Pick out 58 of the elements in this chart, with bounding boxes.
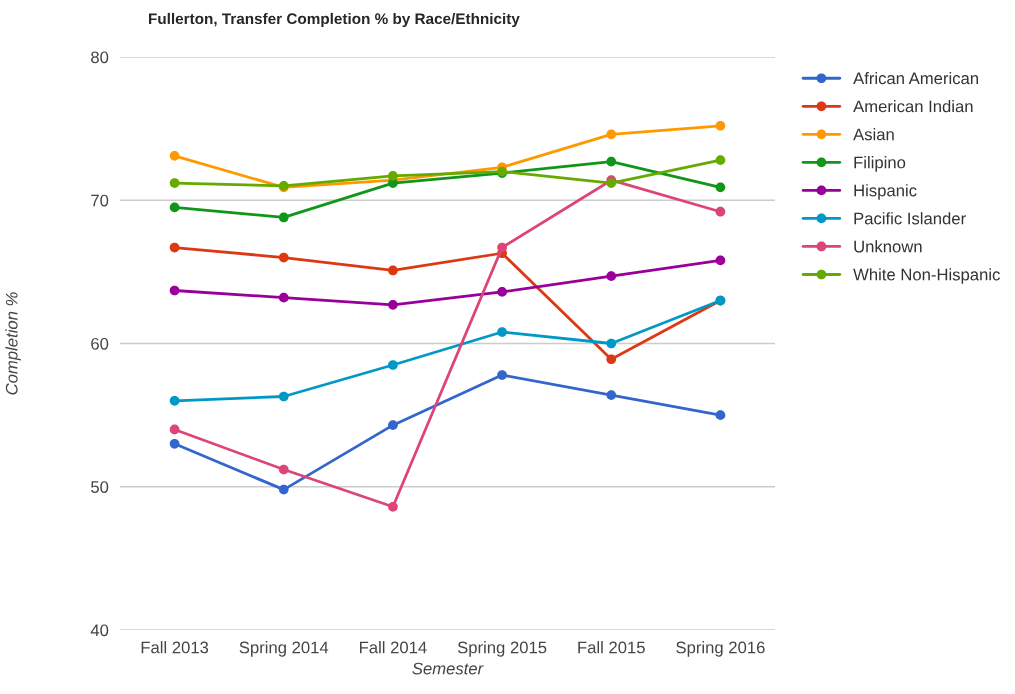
y-tick-label: 40 — [90, 624, 109, 637]
point — [169, 424, 180, 435]
legend-label: Asian — [853, 128, 894, 141]
point — [169, 285, 180, 296]
point — [388, 420, 398, 431]
point — [278, 292, 289, 303]
legend-label: White Non-Hispanic — [853, 268, 1000, 284]
point — [715, 120, 726, 131]
point — [278, 484, 289, 495]
x-tick-label: Fall 2014 — [360, 641, 427, 654]
point — [388, 501, 398, 512]
point — [169, 150, 180, 161]
point — [497, 287, 507, 297]
point — [388, 360, 398, 370]
y-tick-label: 60 — [91, 337, 109, 350]
legend-label: Hispanic — [854, 184, 917, 200]
point — [388, 299, 398, 310]
point — [606, 390, 617, 400]
point — [169, 242, 180, 253]
point — [606, 338, 617, 349]
point — [169, 202, 180, 213]
legend-label: African American — [853, 72, 978, 85]
point — [606, 156, 617, 167]
x-tick-label: Spring 2015 — [457, 641, 547, 657]
x-axis-title: Semester — [412, 662, 484, 675]
legend-label: American Indian — [853, 100, 973, 113]
point — [278, 212, 289, 223]
point — [715, 206, 726, 217]
point — [388, 265, 398, 276]
legend-label: Pacific Islander — [854, 212, 966, 225]
point — [606, 354, 617, 365]
point — [715, 155, 726, 165]
x-tick-label: Spring 2016 — [676, 641, 765, 657]
point — [715, 182, 726, 193]
point — [497, 242, 507, 253]
x-tick-label: Fall 2013 — [141, 641, 209, 654]
point — [715, 410, 726, 420]
y-axis-title: Completion % — [5, 292, 21, 395]
legend-label: Filipino — [854, 156, 906, 172]
point — [715, 255, 726, 266]
point — [169, 438, 180, 449]
point — [278, 464, 289, 475]
point — [278, 252, 289, 263]
point — [169, 395, 180, 406]
point — [497, 327, 507, 337]
x-tick-label: Spring 2014 — [239, 641, 329, 657]
point — [606, 271, 617, 282]
point — [278, 391, 289, 402]
point — [497, 370, 507, 380]
chart-title: Fullerton, Transfer Completion % by Race/Ethnicity — [149, 12, 520, 28]
point — [388, 171, 398, 181]
point — [606, 129, 617, 140]
legend-label: Unknown — [854, 240, 922, 253]
point — [169, 178, 180, 188]
x-tick-label: Fall 2015 — [578, 641, 645, 654]
y-tick-label: 70 — [91, 194, 109, 207]
y-tick-label: 50 — [91, 481, 109, 493]
y-tick-label: 80 — [91, 51, 109, 64]
